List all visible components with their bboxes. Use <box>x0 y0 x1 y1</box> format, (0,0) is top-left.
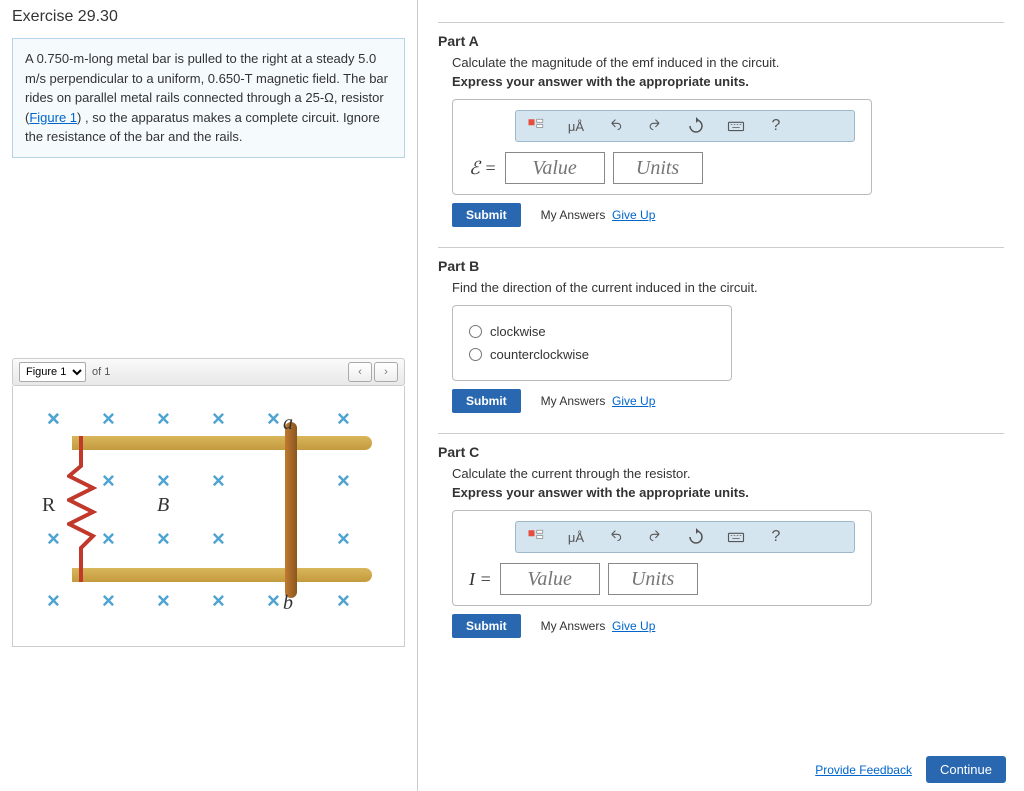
redo-icon[interactable] <box>642 115 670 137</box>
diagram-label-bvec: B⃗ <box>157 494 185 517</box>
part-c-submit-button[interactable]: Submit <box>452 614 521 638</box>
help-icon[interactable]: ? <box>762 115 790 137</box>
circuit-diagram: ×××××× ××××× ××××× ×××××× a b R B⃗ <box>27 406 387 626</box>
part-a-answer-links: My Answers Give Up <box>541 208 656 222</box>
part-a-var: ℰ = <box>469 158 497 179</box>
problem-statement: A 0.750-m-long metal bar is pulled to th… <box>12 38 405 158</box>
provide-feedback-link[interactable]: Provide Feedback <box>815 763 912 777</box>
diagram-label-r: R <box>42 494 55 517</box>
continue-button[interactable]: Continue <box>926 756 1006 783</box>
part-b-instruction: Find the direction of the current induce… <box>452 280 1004 295</box>
part-c-value-input[interactable] <box>500 563 600 595</box>
part-a-submit-button[interactable]: Submit <box>452 203 521 227</box>
diagram-label-b: b <box>283 592 293 615</box>
part-c-toolbar: μÅ ? <box>515 521 855 553</box>
part-a-value-input[interactable] <box>505 152 605 184</box>
figure-link[interactable]: Figure 1 <box>29 110 77 125</box>
part-a-answer-box: μÅ ? ℰ = <box>452 99 872 195</box>
keyboard-icon[interactable] <box>722 115 750 137</box>
units-icon[interactable]: μÅ <box>562 526 590 548</box>
part-b-title: Part B <box>438 258 1004 274</box>
part-a-giveup-link[interactable]: Give Up <box>612 208 655 222</box>
bottom-bar: Provide Feedback Continue <box>815 756 1006 783</box>
part-b-giveup-link[interactable]: Give Up <box>612 394 655 408</box>
part-c-units-input[interactable] <box>608 563 698 595</box>
part-b-answer-links: My Answers Give Up <box>541 394 656 408</box>
part-c-var: I = <box>469 569 492 590</box>
part-a-units-input[interactable] <box>613 152 703 184</box>
part-c-instruction: Calculate the current through the resist… <box>452 466 1004 481</box>
problem-text-2: ) , so the apparatus makes a complete ci… <box>25 110 380 145</box>
part-b-radio-box: clockwise counterclockwise <box>452 305 732 381</box>
exercise-title: Exercise 29.30 <box>12 8 405 26</box>
right-panel: Part A Calculate the magnitude of the em… <box>418 0 1024 791</box>
figure-toolbar: Figure 1 of 1 ‹ › <box>12 358 405 386</box>
figure-next-button[interactable]: › <box>374 362 398 382</box>
redo-icon[interactable] <box>642 526 670 548</box>
units-icon[interactable]: μÅ <box>562 115 590 137</box>
part-c-answer-box: μÅ ? I = <box>452 510 872 606</box>
left-panel: Exercise 29.30 A 0.750-m-long metal bar … <box>0 0 418 791</box>
part-a-toolbar: μÅ ? <box>515 110 855 142</box>
part-c-giveup-link[interactable]: Give Up <box>612 619 655 633</box>
undo-icon[interactable] <box>602 526 630 548</box>
part-a-title: Part A <box>438 33 1004 49</box>
radio-counterclockwise[interactable] <box>469 348 482 361</box>
part-b-opt-counterclockwise[interactable]: counterclockwise <box>469 343 715 366</box>
diagram-label-a: a <box>283 412 293 435</box>
template-icon[interactable] <box>522 115 550 137</box>
reset-icon[interactable] <box>682 526 710 548</box>
reset-icon[interactable] <box>682 115 710 137</box>
figure-prev-button[interactable]: ‹ <box>348 362 372 382</box>
part-c-answer-links: My Answers Give Up <box>541 619 656 633</box>
part-b-opt-clockwise[interactable]: clockwise <box>469 320 715 343</box>
figure-select[interactable]: Figure 1 <box>19 362 86 382</box>
help-icon[interactable]: ? <box>762 526 790 548</box>
keyboard-icon[interactable] <box>722 526 750 548</box>
part-b-submit-button[interactable]: Submit <box>452 389 521 413</box>
part-a-instruction: Calculate the magnitude of the emf induc… <box>452 55 1004 70</box>
part-c-bold: Express your answer with the appropriate… <box>452 485 1004 500</box>
undo-icon[interactable] <box>602 115 630 137</box>
radio-clockwise[interactable] <box>469 325 482 338</box>
template-icon[interactable] <box>522 526 550 548</box>
part-c-title: Part C <box>438 444 1004 460</box>
part-a-bold: Express your answer with the appropriate… <box>452 74 1004 89</box>
figure-area: ×××××× ××××× ××××× ×××××× a b R B⃗ <box>12 386 405 647</box>
figure-of-text: of 1 <box>92 366 110 378</box>
